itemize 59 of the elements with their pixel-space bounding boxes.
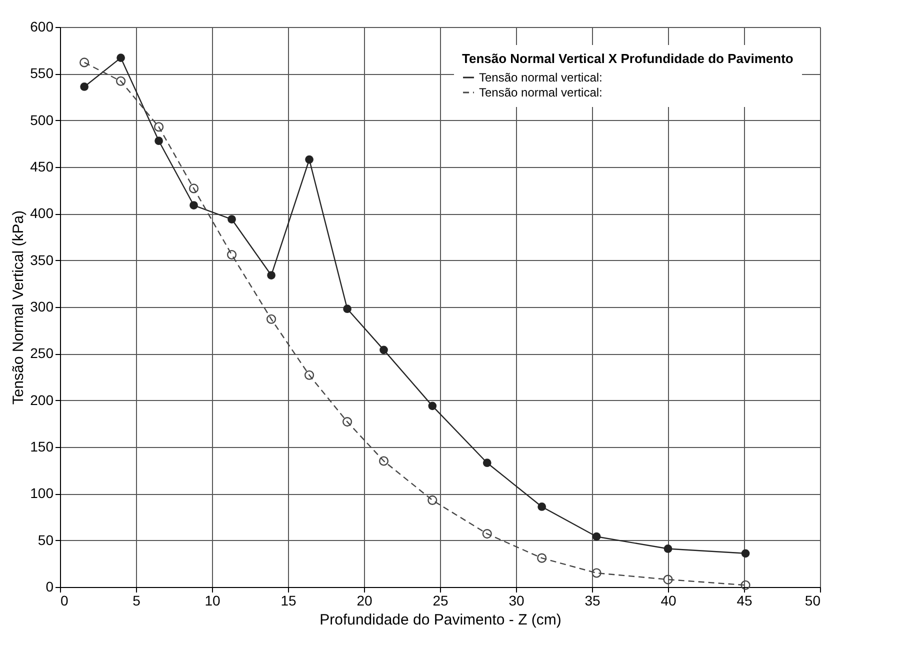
point bbox=[154, 136, 163, 146]
point bbox=[226, 250, 237, 260]
point bbox=[428, 402, 437, 410]
point bbox=[741, 549, 750, 558]
y-tick-label: 150 bbox=[30, 438, 54, 454]
point bbox=[80, 82, 89, 91]
y-tick-label: 550 bbox=[30, 65, 54, 82]
y-tick-label: 350 bbox=[30, 252, 54, 268]
point bbox=[740, 580, 750, 590]
point bbox=[154, 122, 164, 132]
point bbox=[537, 553, 547, 563]
point bbox=[305, 155, 314, 164]
x-axis-title: Profundidade do Pavimento - Z (cm) bbox=[320, 612, 562, 628]
point bbox=[266, 314, 276, 324]
y-tick-label: 400 bbox=[30, 205, 54, 222]
point bbox=[592, 568, 602, 578]
point bbox=[228, 215, 236, 224]
y-tick-label: 300 bbox=[30, 298, 54, 314]
x-tick-label: 20 bbox=[356, 592, 372, 608]
y-axis-title: Tensão Normal Vertical (kPa) bbox=[10, 210, 28, 405]
x-tick-label: 10 bbox=[204, 592, 220, 608]
x-tick-label: 50 bbox=[804, 592, 821, 608]
legend-label: Tensão normal vertical: bbox=[479, 70, 602, 84]
y-tick-label: 250 bbox=[30, 345, 54, 362]
legend-title: Tensão Normal Vertical X Profundidade do Pavimento bbox=[462, 51, 794, 66]
point bbox=[190, 201, 198, 210]
point bbox=[538, 502, 546, 511]
x-tick-label: 0 bbox=[60, 592, 68, 608]
point bbox=[428, 495, 438, 505]
y-tick-label: 100 bbox=[30, 485, 54, 502]
y-tick-label: 0 bbox=[46, 578, 54, 594]
point bbox=[378, 456, 389, 466]
y-tick-label: 50 bbox=[38, 532, 54, 548]
point bbox=[116, 76, 126, 86]
x-tick-label: 35 bbox=[584, 592, 600, 608]
point bbox=[664, 544, 672, 553]
point bbox=[304, 370, 314, 380]
x-tick-label: 25 bbox=[432, 592, 448, 608]
point bbox=[592, 532, 601, 541]
x-tick-label: 15 bbox=[280, 592, 296, 608]
y-tick-label: 500 bbox=[30, 112, 54, 128]
point bbox=[482, 529, 492, 539]
x-tick-label: 45 bbox=[736, 592, 752, 608]
point bbox=[267, 271, 276, 280]
y-tick-label: 200 bbox=[30, 392, 54, 408]
point bbox=[342, 417, 352, 427]
y-tick-label: 450 bbox=[30, 158, 54, 174]
x-tick-label: 5 bbox=[132, 592, 141, 608]
legend-label: Tensão normal vertical: bbox=[479, 86, 602, 100]
point bbox=[380, 346, 388, 354]
point bbox=[80, 58, 90, 68]
point bbox=[482, 458, 492, 468]
x-tick-label: 40 bbox=[660, 592, 676, 608]
x-tick-label: 30 bbox=[508, 592, 524, 608]
point bbox=[116, 54, 125, 62]
point bbox=[188, 184, 199, 194]
point bbox=[343, 304, 352, 314]
point bbox=[663, 574, 673, 584]
y-tick-label: 600 bbox=[30, 18, 54, 34]
